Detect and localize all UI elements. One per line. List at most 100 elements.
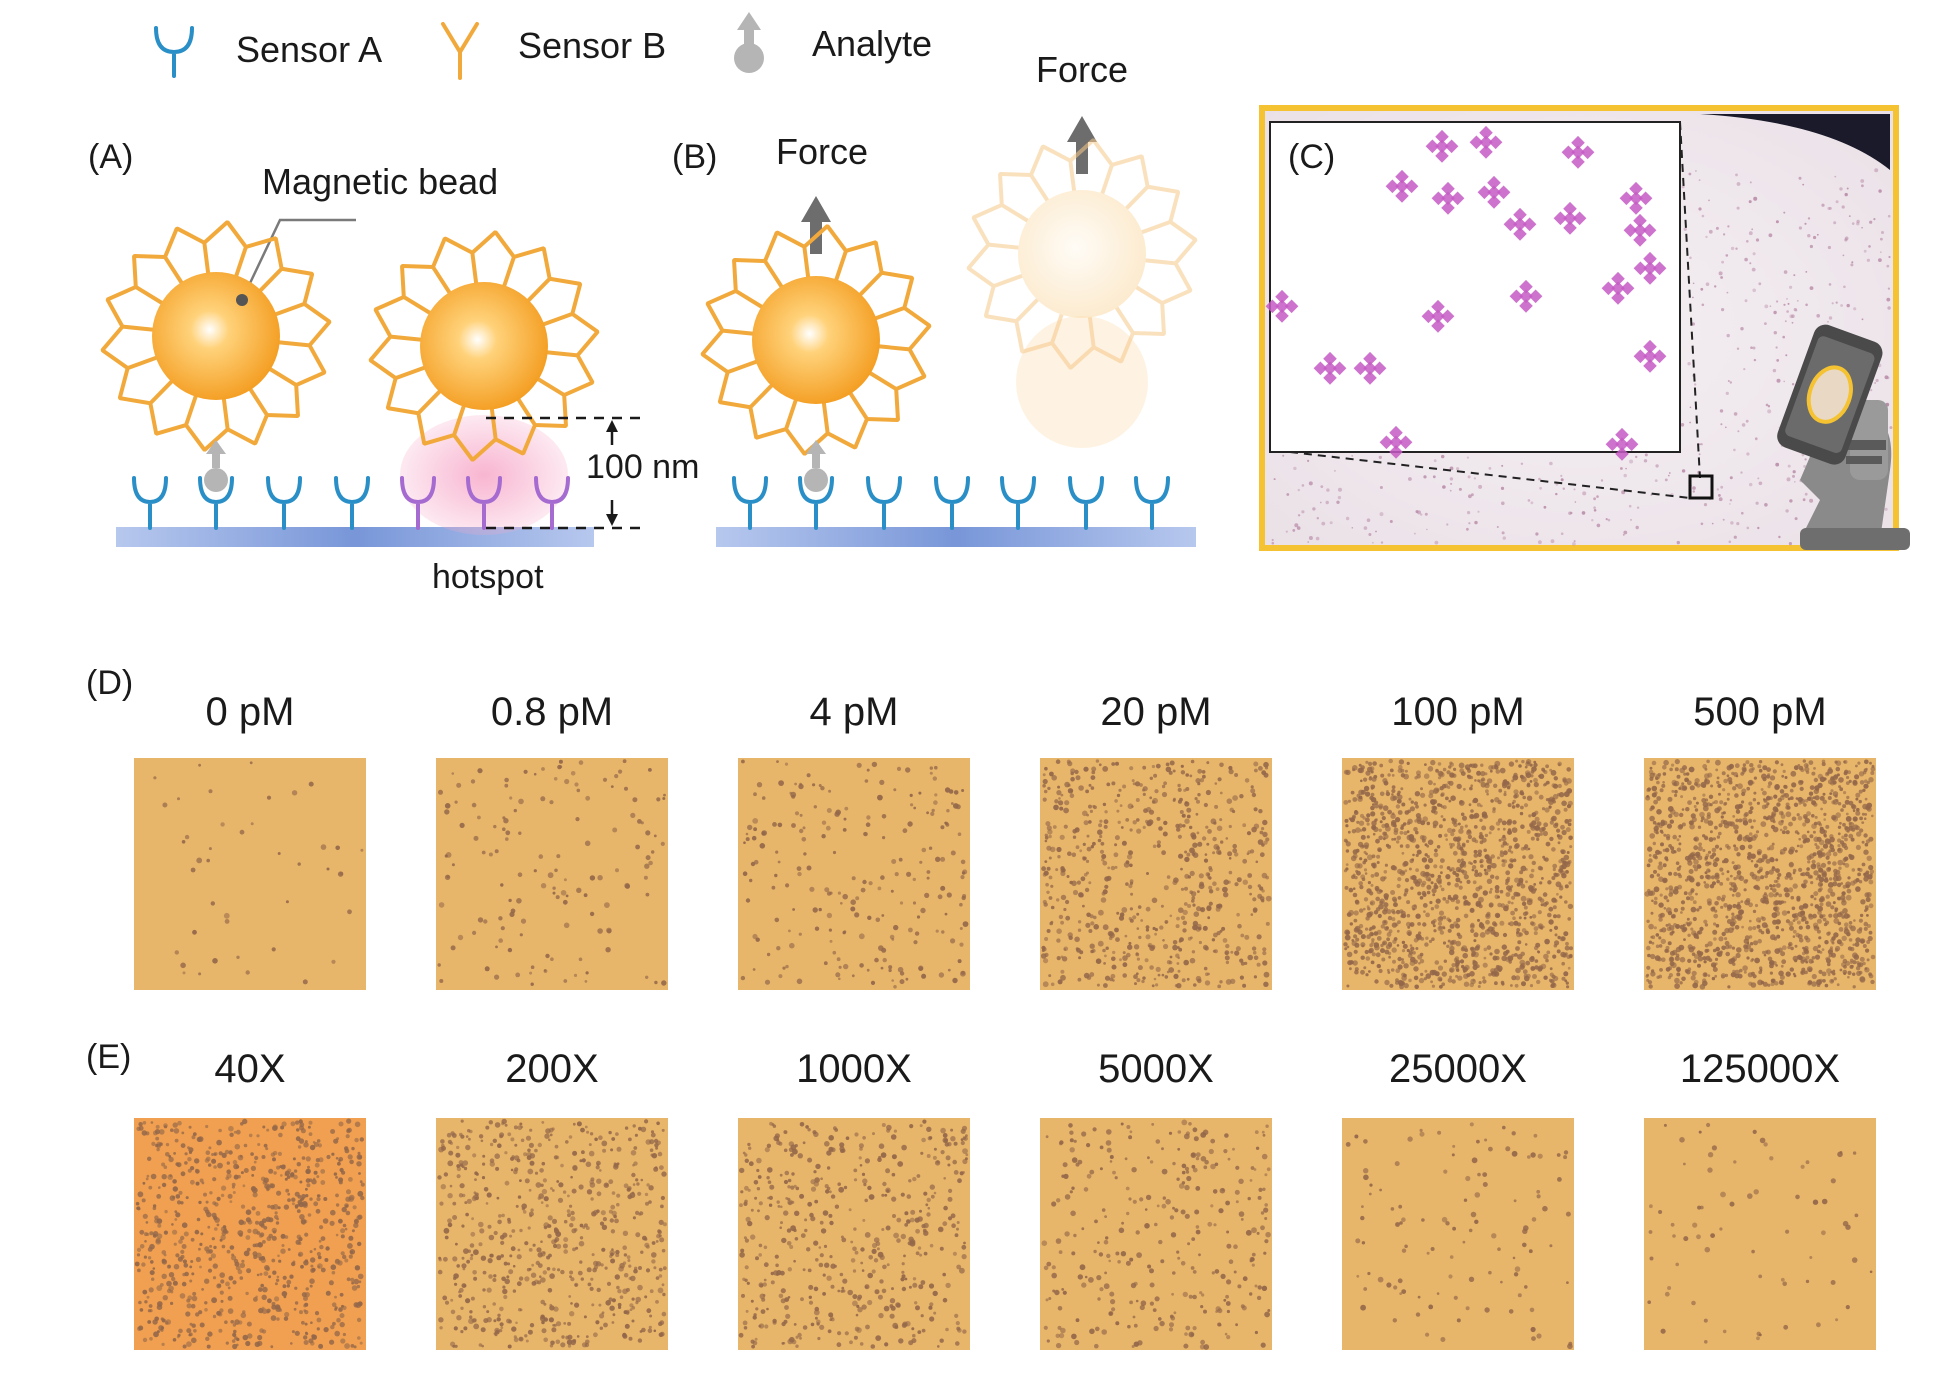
bead-dot — [1864, 813, 1868, 816]
bead-dot — [320, 1180, 326, 1185]
speckle-dot — [1720, 485, 1724, 489]
bead-dot — [1449, 967, 1455, 973]
speckle-dot — [1607, 518, 1611, 522]
bead-dot — [1508, 830, 1512, 835]
bead-dot — [1545, 780, 1550, 785]
bead-dot — [1431, 937, 1435, 941]
bead-dot — [271, 1235, 277, 1241]
bead-dot — [170, 1128, 174, 1132]
bead-dot — [1678, 865, 1682, 868]
bead-dot — [454, 800, 458, 804]
bead-dot — [1513, 772, 1518, 778]
bead-dot — [246, 1247, 251, 1252]
bead-dot — [1043, 789, 1048, 794]
bead-dot — [1846, 775, 1850, 780]
bead-dot — [1650, 971, 1656, 977]
bead-dot — [576, 887, 582, 893]
bead-dot — [1103, 983, 1108, 988]
bead-dot — [161, 1342, 165, 1346]
bead-dot — [1837, 802, 1842, 806]
bead-dot — [1149, 965, 1154, 970]
bead-dot — [1787, 910, 1790, 914]
bead-dot — [1654, 896, 1658, 901]
bead-dot — [865, 822, 871, 827]
bead-dot — [910, 803, 914, 807]
bead-dot — [1711, 847, 1717, 853]
speckle-dot — [1574, 501, 1577, 503]
bead-dot — [1660, 831, 1664, 834]
bead-dot — [1467, 774, 1472, 780]
bead-dot — [1227, 851, 1233, 857]
bead-dot — [325, 1246, 330, 1251]
bead-dot — [1155, 966, 1161, 973]
bead-dot — [1710, 875, 1715, 880]
speckle-dot — [1449, 477, 1454, 481]
bead-dot — [1161, 850, 1166, 856]
bead-dot — [1541, 807, 1546, 811]
speckle-dot — [1680, 423, 1685, 427]
bead-dot — [1525, 868, 1528, 871]
bead-dot — [1493, 922, 1498, 927]
bead-dot — [1834, 794, 1838, 798]
bead-dot — [583, 893, 588, 898]
speckle-dot — [1831, 302, 1834, 305]
speckle-dot — [1795, 309, 1798, 312]
bead-dot — [1353, 918, 1358, 923]
speckle-dot — [1792, 474, 1795, 478]
bead-dot — [1561, 800, 1567, 807]
bead-dot — [1847, 970, 1852, 976]
bead-dot — [1345, 849, 1350, 853]
bead-dot — [1190, 759, 1195, 764]
speckle-dot — [1700, 287, 1704, 291]
speckle-dot — [1714, 285, 1717, 288]
bead-dot — [576, 788, 581, 793]
bead-dot — [1538, 794, 1544, 800]
bead-dot — [1819, 887, 1823, 891]
bead-antibody-spike — [493, 230, 546, 288]
bead-dot — [1394, 922, 1399, 927]
bead-dot — [149, 1231, 154, 1236]
bead-dot — [1360, 934, 1366, 940]
speckle-dot — [1379, 512, 1384, 517]
bead-dot — [1699, 875, 1704, 880]
bead-dot — [1715, 923, 1720, 928]
bead-dot — [150, 1260, 154, 1264]
bead-dot — [1693, 859, 1699, 865]
bead-dot — [1660, 842, 1664, 847]
bead-dot — [1848, 921, 1853, 925]
bead-dot — [1725, 843, 1729, 848]
bead-dot — [1176, 916, 1180, 921]
bead-dot — [1360, 969, 1365, 975]
bead-dot — [155, 1136, 160, 1141]
bead-dot — [1507, 848, 1512, 853]
bead-dot — [1695, 801, 1699, 805]
bead-dot — [1750, 859, 1754, 863]
bead-dot — [1813, 821, 1818, 826]
bead-dot — [1424, 853, 1428, 857]
bead-dot — [1752, 909, 1757, 914]
bead-dot — [1047, 829, 1053, 835]
bead-dot — [1674, 793, 1678, 798]
bead-dot — [1809, 834, 1814, 839]
view-dark-corner — [1268, 114, 1890, 170]
bead-dot — [1228, 769, 1234, 775]
bead-dot — [228, 1125, 234, 1132]
bead-dot — [1461, 964, 1465, 969]
bead-dot — [1697, 930, 1703, 935]
bead-dot — [843, 963, 849, 970]
bead-dot — [1796, 920, 1801, 925]
bead-dot — [1433, 929, 1437, 933]
bead-dot — [339, 871, 344, 876]
bead-dot — [1353, 949, 1358, 954]
bead-dot — [1676, 866, 1681, 872]
speckle-dot — [1635, 455, 1638, 459]
bead-dot — [1166, 875, 1171, 879]
bead-dot — [1435, 898, 1441, 904]
bead-dot — [1400, 910, 1406, 916]
bead-core — [752, 276, 880, 404]
bead-dot — [1768, 892, 1774, 898]
bead-dot — [1802, 822, 1807, 827]
bead-dot — [1369, 943, 1374, 948]
speckle-dot — [1720, 276, 1723, 279]
speckle-dot — [1593, 506, 1596, 510]
